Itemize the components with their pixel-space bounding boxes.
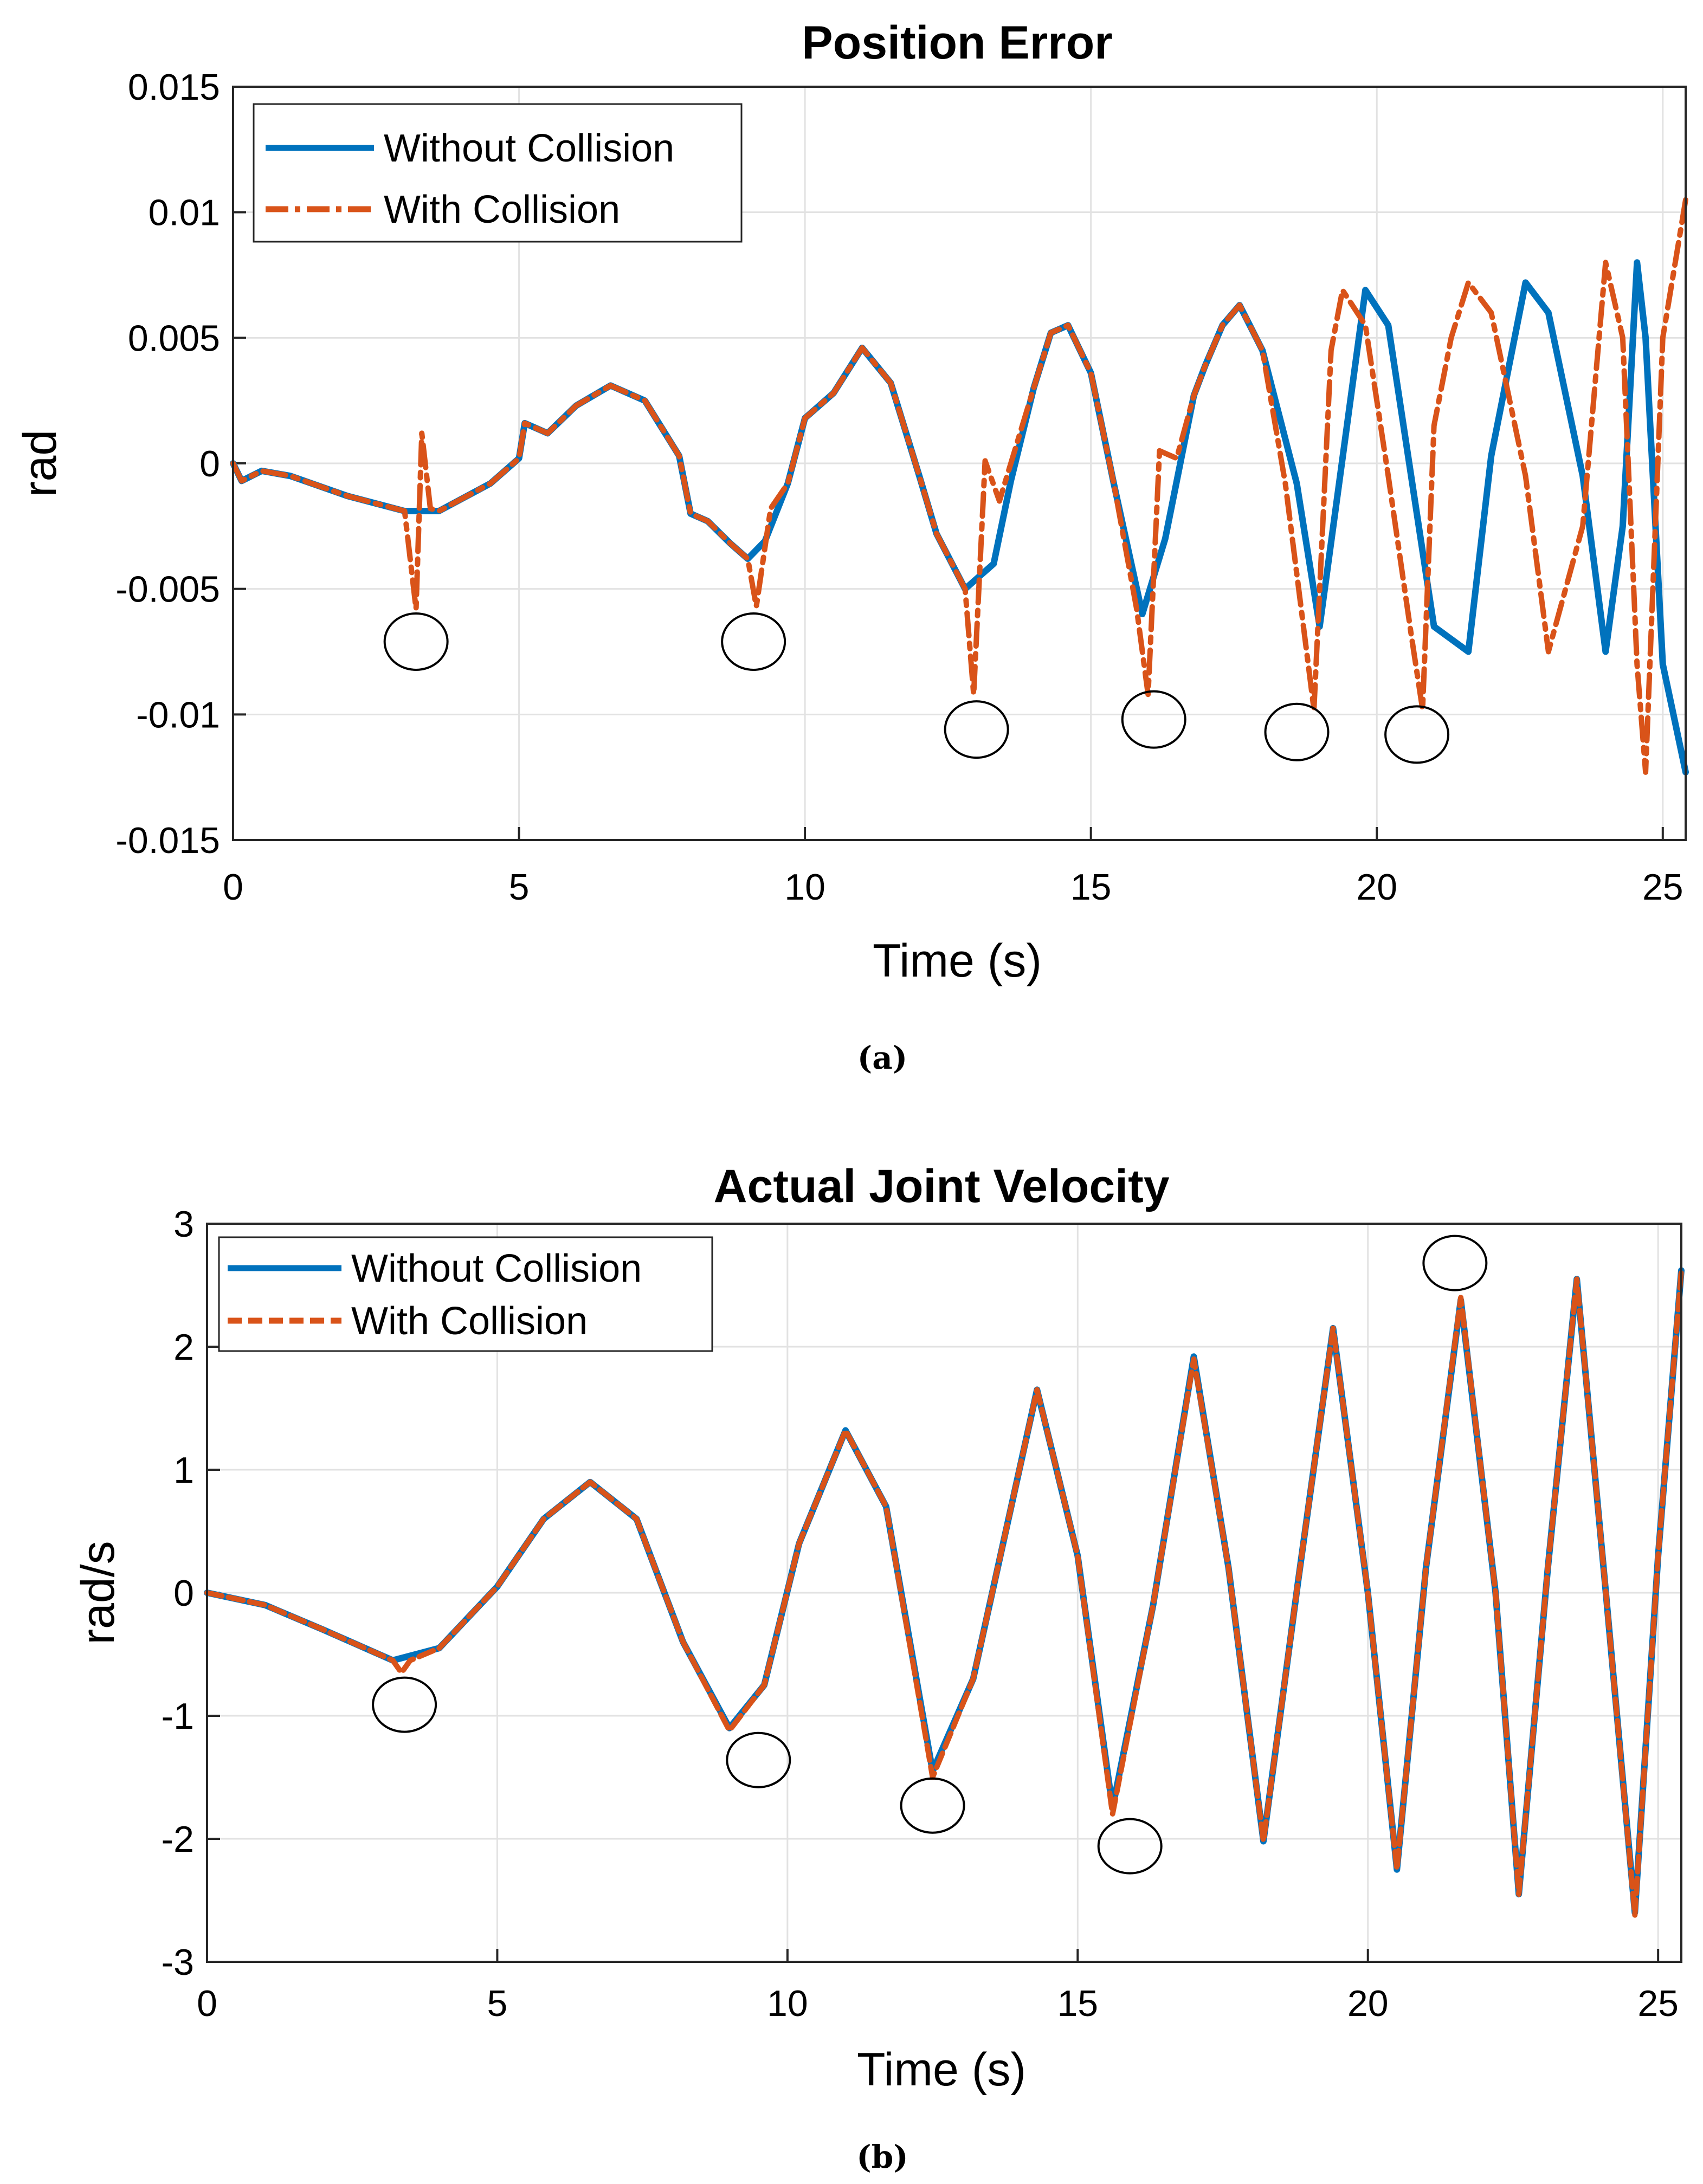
legend-label-without-collision: Without Collision — [384, 127, 674, 170]
collision-circle-marker — [944, 700, 1009, 759]
x-tick-label: 0 — [223, 867, 243, 908]
y-tick-label: -0.015 — [115, 820, 220, 861]
legend-label-with-collision: With Collision — [384, 188, 620, 231]
collision-circle-marker — [1422, 1235, 1488, 1291]
y-tick-label: -0.005 — [115, 569, 220, 610]
series-line-with-collision — [204, 1268, 1684, 1918]
collision-circle-marker — [726, 1731, 791, 1788]
chart-title: Position Error — [802, 17, 1112, 69]
x-tick-label: 10 — [767, 1983, 808, 2024]
x-tick-label: 5 — [509, 867, 530, 908]
x-tick-label: 15 — [1070, 867, 1112, 908]
collision-circle-marker — [1264, 702, 1330, 761]
legend: Without Collision With Collision — [253, 103, 743, 243]
series-line-with-collision — [230, 197, 1688, 775]
collision-circle-marker — [372, 1676, 437, 1733]
x-tick-label: 20 — [1356, 867, 1397, 908]
y-tick-label: 0 — [173, 1573, 194, 1614]
actual-joint-velocity-chart: Actual Joint Velocity 0 5 10 15 20 253210-1-2… — [72, 1160, 1685, 2175]
x-tick-label: 0 — [197, 1983, 217, 2024]
legend-box — [218, 1236, 713, 1352]
collision-circle-marker — [1121, 690, 1186, 749]
y-tick-label: -1 — [162, 1696, 194, 1737]
annotation-circles — [383, 612, 1450, 764]
caption-b: (b) — [856, 2138, 908, 2175]
x-tick-label: 5 — [487, 1983, 508, 2024]
collision-circle-marker — [721, 612, 786, 671]
y-tick-label: 0 — [199, 443, 220, 484]
axis-ticks: 0 5 10 15 20 25 0.015 0.01 0.005 0 -0.005 -0.01 -0.0… — [115, 67, 1683, 908]
y-axis-label: rad/s — [72, 1541, 124, 1644]
y-tick-label: 3 — [173, 1204, 194, 1245]
y-tick-label: -3 — [162, 1942, 194, 1983]
legend-label-without-collision: Without Collision — [351, 1247, 642, 1290]
x-tick-label: 20 — [1347, 1983, 1389, 2024]
y-axis-label: rad — [14, 430, 66, 497]
y-tick-label: 2 — [173, 1327, 194, 1368]
collision-circle-marker — [1384, 705, 1450, 764]
y-tick-label: -0.01 — [136, 694, 220, 735]
y-tick-label: -2 — [162, 1819, 194, 1860]
collision-circle-marker — [383, 612, 449, 671]
y-tick-label: 0.01 — [149, 192, 220, 234]
plot-frame — [206, 1223, 1682, 1963]
y-tick-label: 0.005 — [128, 318, 220, 359]
chart-title: Actual Joint Velocity — [713, 1160, 1169, 1212]
legend-box — [253, 103, 743, 243]
x-tick-label: 25 — [1642, 867, 1683, 908]
legend-label-with-collision: With Collision — [351, 1300, 588, 1343]
x-axis-label: Time (s) — [873, 935, 1042, 987]
position-error-chart: Position Error 0 5 10 15 20 250.0150.010.0050… — [14, 17, 1689, 1076]
x-tick-label: 10 — [784, 867, 825, 908]
y-tick-label: 1 — [173, 1450, 194, 1491]
x-tick-label: 25 — [1637, 1983, 1679, 2024]
x-axis-label: Time (s) — [857, 2044, 1026, 2096]
collision-circle-marker — [900, 1777, 965, 1834]
series-group — [230, 197, 1689, 776]
annotation-circles — [372, 1235, 1488, 1875]
series-group — [204, 1267, 1685, 1918]
series-line-without-collision — [204, 1267, 1685, 1916]
plot-frame — [232, 86, 1687, 841]
x-tick-label: 15 — [1057, 1983, 1098, 2024]
y-tick-label: 0.015 — [128, 67, 220, 108]
legend: Without Collision With Collision — [218, 1236, 713, 1352]
collision-circle-marker — [1097, 1818, 1163, 1875]
series-line-without-collision — [230, 259, 1689, 776]
caption-a: (a) — [857, 1039, 907, 1076]
